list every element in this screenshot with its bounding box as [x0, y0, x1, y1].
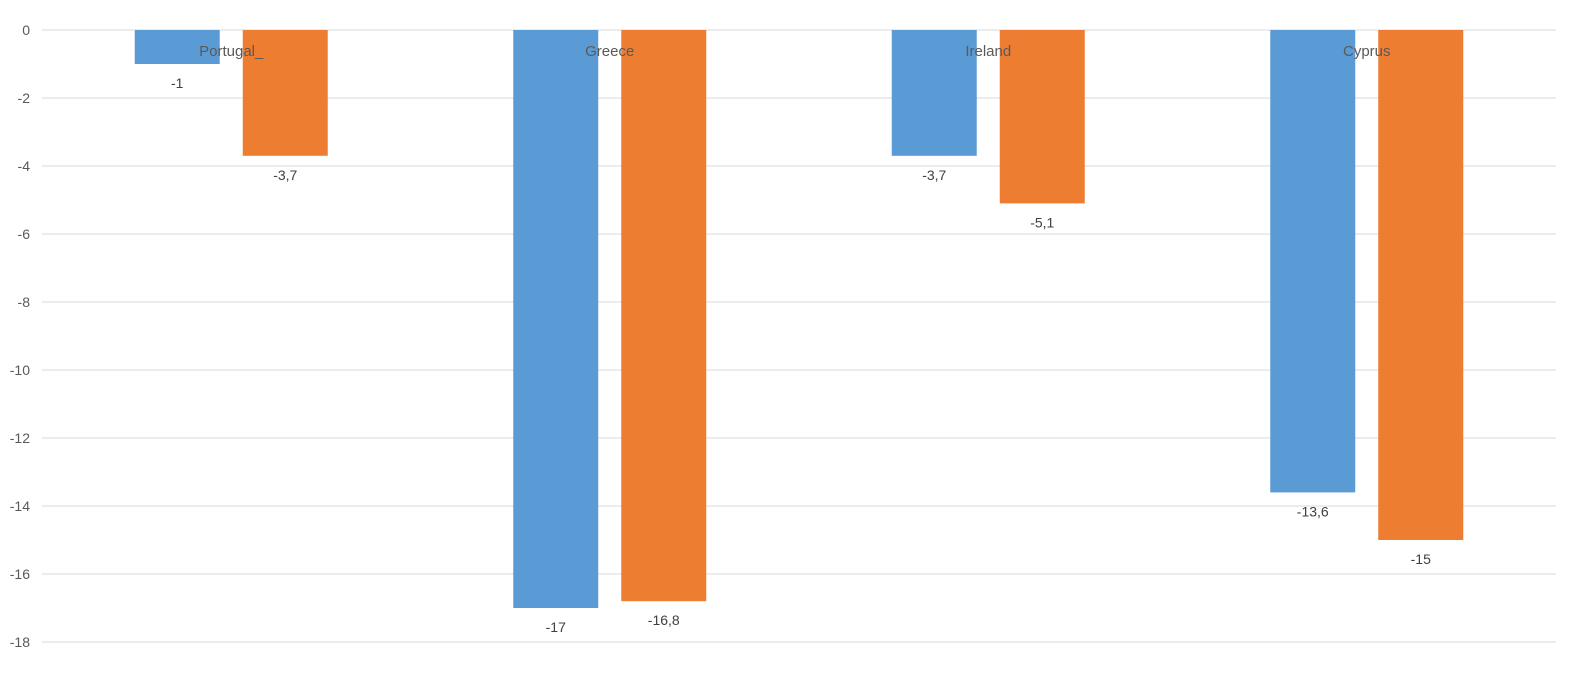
bar — [891, 30, 977, 156]
y-tick-label: -4 — [18, 158, 31, 174]
data-label: -3,7 — [273, 167, 297, 183]
category-label: Greece — [585, 43, 634, 60]
data-label: -5,1 — [1030, 214, 1054, 230]
bar — [621, 30, 707, 602]
y-tick-label: -12 — [10, 430, 30, 446]
category-label: Ireland — [965, 43, 1011, 60]
y-tick-label: -14 — [10, 498, 30, 514]
bar — [1378, 30, 1464, 540]
y-tick-label: 0 — [22, 22, 30, 38]
bar — [1270, 30, 1356, 493]
category-label: Portugal_ — [199, 43, 264, 60]
data-label: -15 — [1411, 551, 1431, 567]
data-label: -3,7 — [922, 167, 946, 183]
data-label: -13,6 — [1297, 503, 1329, 519]
data-labels: -1 -3,7 -17 -16,8 -3,7 -5,1 -13,6 -15 — [171, 75, 1431, 635]
data-label: -1 — [171, 75, 184, 91]
bar — [134, 30, 220, 64]
data-label: -17 — [546, 619, 566, 635]
category-labels: Portugal_ Greece Ireland Cyprus — [199, 43, 1390, 60]
bar — [242, 30, 328, 156]
bar — [999, 30, 1085, 204]
y-tick-label: -2 — [18, 90, 31, 106]
y-tick-label: -18 — [10, 634, 30, 650]
bars — [134, 30, 1464, 608]
y-axis-tick-labels: 0 -2 -4 -6 -8 -10 -12 -14 -16 -18 — [10, 22, 30, 650]
y-tick-label: -16 — [10, 566, 30, 582]
bar — [513, 30, 599, 608]
y-tick-label: -6 — [18, 226, 31, 242]
y-tick-label: -10 — [10, 362, 30, 378]
category-label: Cyprus — [1343, 43, 1391, 60]
y-tick-label: -8 — [18, 294, 31, 310]
data-label: -16,8 — [648, 612, 680, 628]
